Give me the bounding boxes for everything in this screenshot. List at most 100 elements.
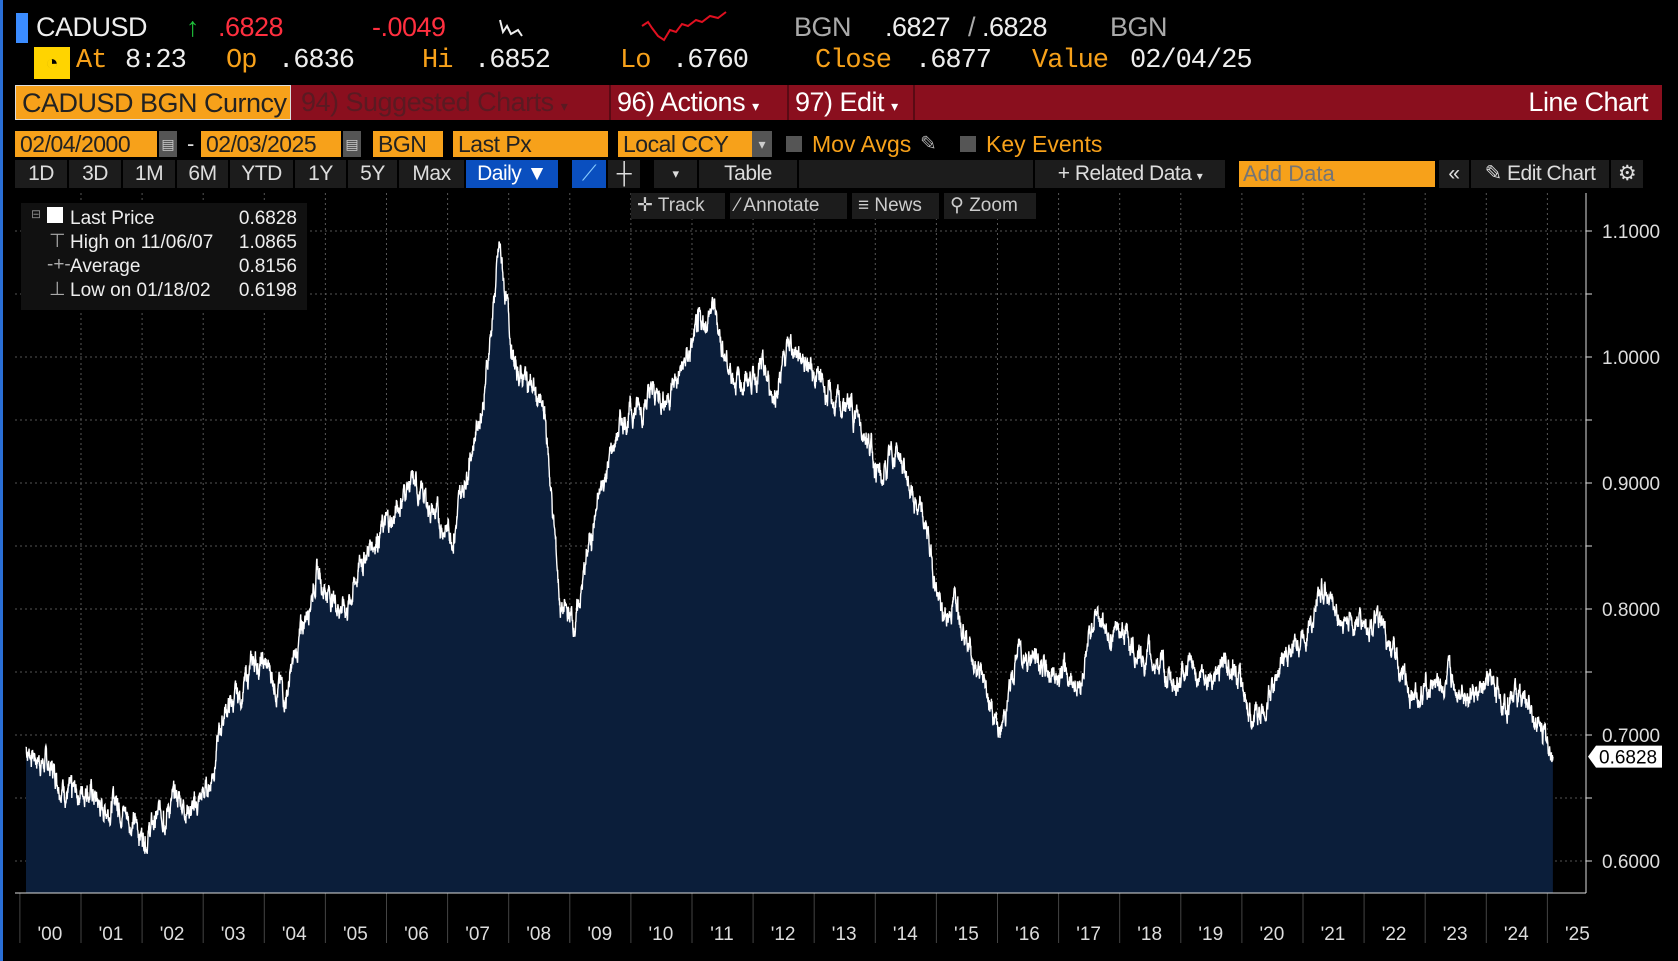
related-data-button[interactable]: + Related Data ▾ — [1035, 160, 1225, 188]
period-5y[interactable]: 5Y — [348, 160, 397, 188]
high: .6852 — [474, 46, 551, 76]
mov-avgs-label: Mov Avgs — [812, 131, 912, 157]
period-ytd[interactable]: YTD — [230, 160, 293, 188]
edit-chart-button[interactable]: ✎ Edit Chart — [1471, 160, 1609, 188]
table-button[interactable]: Table — [699, 160, 797, 188]
date-separator: - — [187, 131, 195, 156]
calendar-icon[interactable]: ▤ — [159, 131, 177, 157]
add-data-input[interactable] — [1239, 161, 1435, 187]
close: .6877 — [915, 46, 992, 76]
x-tick-label: '15 — [954, 924, 979, 945]
price-line — [25, 241, 1554, 854]
legend-label: Average — [70, 256, 141, 277]
news-label: News — [874, 195, 922, 216]
legend-label: Last Price — [70, 208, 155, 229]
chart-toolbar: 1D 3D 1M 6M YTD 1Y 5Y Max Daily ▼ ⟋ ┼ ▾ … — [15, 160, 1662, 188]
y-tick-label: 0.8000 — [1602, 600, 1660, 621]
x-tick-label: '16 — [1015, 924, 1040, 945]
y-tick-label: 0.7000 — [1602, 726, 1660, 747]
open: .6836 — [278, 46, 355, 76]
x-tick-label: '18 — [1137, 924, 1162, 945]
net-change: -.0049 — [372, 12, 446, 42]
legend-label: Low on 01/18/02 — [70, 280, 211, 301]
line-chart-icon[interactable]: ⟋ — [572, 160, 606, 188]
legend-value: 1.0865 — [238, 232, 297, 253]
legend-value: 0.8156 — [238, 256, 297, 277]
track-label: Track — [657, 195, 705, 216]
last-price-tag-label: 0.6828 — [1599, 748, 1657, 769]
x-tick-label: '00 — [38, 924, 63, 945]
period-3d[interactable]: 3D — [69, 160, 121, 188]
menu-bar: CADUSD BGN Curncy 94) Suggested Charts ▾… — [15, 85, 1662, 120]
x-tick-label: '03 — [221, 924, 246, 945]
last-price-swatch — [47, 207, 63, 223]
related-data-label: + Related Data — [1057, 162, 1192, 185]
value-date: 02/04/25 — [1130, 46, 1253, 76]
x-tick-label: '01 — [99, 924, 124, 945]
actions-menu[interactable]: 96) Actions ▾ — [609, 85, 785, 120]
period-6m[interactable]: 6M — [177, 160, 228, 188]
currency-select[interactable]: Local CCY — [618, 131, 752, 157]
calendar-icon[interactable]: ▤ — [343, 131, 361, 157]
x-tick-label: '13 — [832, 924, 857, 945]
x-tick-label: '25 — [1565, 924, 1590, 945]
spacer — [642, 160, 652, 188]
news-tool[interactable]: ≡ News — [852, 193, 939, 219]
legend-label: High on 11/06/07 — [70, 232, 214, 253]
delay-gauge-icon[interactable]: ◔ — [34, 47, 70, 79]
x-tick-label: '22 — [1382, 924, 1407, 945]
key-events-checkbox[interactable] — [960, 136, 976, 152]
high-label: Hi — [422, 46, 453, 76]
x-tick-label: '19 — [1198, 924, 1223, 945]
last-price-tag — [1588, 745, 1662, 768]
suggested-label: 94) Suggested Charts — [301, 87, 554, 117]
source-input[interactable]: BGN — [373, 131, 443, 157]
annotate-tool[interactable]: ⁄ Annotate — [730, 193, 847, 219]
intraday-sparkline-icon — [641, 11, 727, 42]
field-input[interactable]: Last Px — [453, 131, 608, 157]
pencil-icon: ✎ — [1484, 162, 1503, 185]
time: 8:23 — [125, 46, 187, 76]
security-field[interactable]: CADUSD BGN Curncy — [15, 85, 291, 120]
collapse-icon[interactable]: « — [1439, 160, 1469, 188]
at-label: At — [76, 46, 107, 76]
pencil-icon[interactable]: ✎ — [920, 133, 937, 155]
x-tick-label: '04 — [282, 924, 307, 945]
y-tick-label: 1.1000 — [1602, 222, 1660, 243]
y-tick-label: 0.9000 — [1602, 474, 1660, 495]
zoom-tool[interactable]: ⚲ Zoom — [944, 193, 1036, 219]
suggested-charts-menu[interactable]: 94) Suggested Charts ▾ — [301, 87, 568, 117]
frequency-dropdown[interactable]: Daily ▼ — [466, 160, 558, 188]
ticker-marker — [16, 13, 28, 43]
period-1d[interactable]: 1D — [15, 160, 67, 188]
end-date-input[interactable]: 02/03/2025 — [201, 131, 341, 157]
edit-menu[interactable]: 97) Edit ▾ — [787, 85, 915, 120]
average-marker-icon: -+- — [47, 254, 71, 275]
mov-avgs-checkbox[interactable] — [786, 136, 802, 152]
start-date-input[interactable]: 02/04/2000 — [15, 131, 157, 157]
close-label: Close — [815, 46, 892, 76]
period-1m[interactable]: 1M — [123, 160, 175, 188]
candlestick-icon[interactable]: ┼ — [608, 160, 640, 188]
gear-icon[interactable]: ⚙ — [1611, 160, 1643, 188]
source: BGN — [794, 12, 852, 42]
collapse-legend-icon[interactable]: ⊟ — [31, 207, 42, 221]
chart-style-dropdown[interactable]: ▾ — [654, 160, 697, 188]
legend-value: 0.6828 — [238, 208, 297, 229]
x-tick-label: '17 — [1076, 924, 1101, 945]
x-tick-label: '07 — [465, 924, 490, 945]
x-tick-label: '20 — [1260, 924, 1285, 945]
period-max[interactable]: Max — [399, 160, 464, 188]
edit-chart-label: Edit Chart — [1507, 162, 1596, 185]
bid-ask-separator: / — [968, 12, 976, 42]
chevron-down-icon[interactable]: ▾ — [752, 131, 772, 157]
x-tick-label: '24 — [1504, 924, 1529, 945]
track-tool[interactable]: ✛ Track — [631, 193, 725, 219]
x-tick-label: '09 — [587, 924, 612, 945]
x-tick-label: '11 — [710, 924, 733, 945]
period-1y[interactable]: 1Y — [295, 160, 346, 188]
tick-sparkline-icon — [499, 19, 523, 37]
x-tick-label: '12 — [771, 924, 796, 945]
legend-value: 0.6198 — [238, 280, 297, 301]
